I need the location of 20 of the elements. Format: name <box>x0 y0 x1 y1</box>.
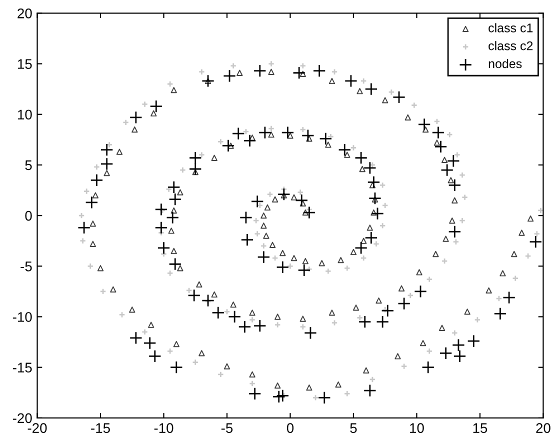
x-tick-label: 20 <box>536 423 550 433</box>
y-tick-label: 5 <box>25 160 32 170</box>
x-tick-label: -15 <box>91 423 110 433</box>
y-tick-label: 15 <box>18 59 32 69</box>
legend-label: class c1 <box>488 23 533 32</box>
y-tick-label: -10 <box>12 312 32 322</box>
y-tick-label: 0 <box>25 210 32 221</box>
x-tick-label: -5 <box>221 423 233 433</box>
y-tick-label: 10 <box>18 110 32 120</box>
y-tick-label: -15 <box>12 362 32 373</box>
x-tick-label: -10 <box>154 423 174 433</box>
y-tick-label: 20 <box>18 8 32 18</box>
y-tick-label: -20 <box>12 413 32 424</box>
x-tick-label: 0 <box>286 423 294 433</box>
x-tick-label: 15 <box>473 423 488 433</box>
x-tick-label: 10 <box>410 423 424 433</box>
legend-label: nodes <box>488 58 522 68</box>
x-tick-label: 5 <box>350 423 357 433</box>
y-tick-label: -5 <box>20 262 32 272</box>
legend-label: class c2 <box>488 41 533 50</box>
